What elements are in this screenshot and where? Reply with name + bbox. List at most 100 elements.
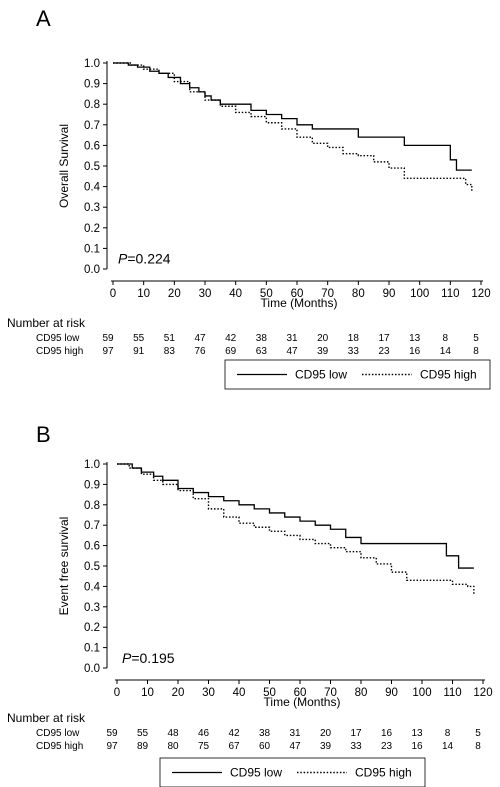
y-tick-label: 0.6 [84,541,100,553]
y-tick-label: 1.0 [84,459,100,471]
risk-value: 39 [320,741,332,752]
risk-value: 83 [164,346,176,357]
risk-value: 23 [378,346,390,357]
y-tick-label: 0.2 [84,223,100,235]
x-tick-label: 30 [199,288,212,300]
x-tick-label: 120 [471,288,490,300]
x-tick-label: 90 [385,687,398,699]
y-tick-label: 0.0 [84,663,100,675]
panel-a: A 0.0 0.1 0.2 0.3 0.4 0.5 0.6 0.7 0.8 0.9 1.0 0 10 20 3… [7,6,491,390]
risk-value: 20 [320,728,332,739]
km-curve-cd95-high [117,463,475,595]
panel-letter: A [36,6,51,31]
y-tick-label: 0.5 [84,561,100,573]
risk-value: 38 [259,728,271,739]
x-tick-label: 50 [260,288,273,300]
risk-value: 13 [411,728,423,739]
risk-value: 14 [440,346,452,357]
y-tick-label: 0.1 [84,243,100,255]
y-tick-label: 0.6 [84,140,100,152]
x-tick-label: 0 [114,687,120,699]
y-tick-label: 0.0 [84,264,100,276]
y-axis-title: Overall Survival [57,124,71,208]
x-tick-label: 100 [410,288,429,300]
risk-value: 89 [137,741,149,752]
km-curve-cd95-low [113,62,472,171]
risk-value: 55 [133,333,145,344]
y-tick-label: 0.8 [84,500,100,512]
risk-value: 16 [409,346,421,357]
legend-label: CD95 low [295,368,347,382]
y-tick-label: 0.5 [84,161,100,173]
y-tick-label: 1.0 [84,58,100,70]
risk-value: 33 [348,346,360,357]
risk-value: 69 [225,346,237,357]
x-tick-label: 20 [172,687,185,699]
legend: CD95 low CD95 high [159,757,426,787]
p-value-symbol: P [118,251,128,267]
legend: CD95 low CD95 high [224,359,491,390]
risk-value: 97 [106,741,118,752]
risk-value: 13 [409,333,421,344]
risk-value: 80 [167,741,179,752]
risk-row-label: CD95 low [36,728,80,739]
risk-value: 91 [133,346,145,357]
risk-value: 46 [198,728,210,739]
x-tick-label: 100 [412,687,431,699]
risk-value: 18 [348,333,360,344]
risk-row-label: CD95 high [36,346,83,357]
risk-value: 17 [378,333,390,344]
risk-value: 67 [228,741,240,752]
risk-value: 42 [225,333,237,344]
risk-value: 31 [286,333,298,344]
x-tick-label: 70 [324,687,337,699]
risk-value: 20 [317,333,329,344]
y-tick-label: 0.9 [84,79,100,91]
risk-value: 5 [473,333,479,344]
x-axis-title: Time (Months) [264,695,341,709]
risk-value: 63 [256,346,268,357]
risk-value: 33 [350,741,362,752]
x-tick-label: 120 [473,687,492,699]
x-axis-title: Time (Months) [261,296,338,310]
risk-value: 42 [228,728,240,739]
p-value-number: =0.195 [131,650,174,666]
x-tick-label: 70 [321,288,334,300]
risk-value: 8 [473,346,479,357]
p-value-text: P=0.224 [118,251,171,267]
y-tick-label: 0.4 [84,182,101,194]
x-tick-label: 110 [441,288,459,300]
risk-value: 8 [475,741,481,752]
x-tick-label: 40 [229,288,242,300]
risk-value: 5 [475,728,481,739]
risk-value: 59 [102,333,114,344]
y-tick-label: 0.8 [84,99,100,111]
x-tick-label: 80 [352,288,365,300]
x-tick-label: 50 [263,687,276,699]
x-tick-label: 10 [137,288,150,300]
risk-row-label: CD95 high [36,741,83,752]
risk-value: 60 [259,741,271,752]
risk-value: 51 [164,333,176,344]
legend-label: CD95 low [230,766,282,780]
x-tick-label: 10 [141,687,154,699]
risk-value: 47 [286,346,298,357]
y-tick-label: 0.9 [84,479,100,491]
y-tick-label: 0.1 [84,643,100,655]
risk-value: 17 [350,728,362,739]
y-tick-label: 0.7 [84,120,100,132]
risk-value: 8 [443,333,449,344]
risk-table-title: Number at risk [7,316,86,330]
risk-value: 55 [137,728,149,739]
risk-row-label: CD95 low [36,333,80,344]
risk-value: 48 [167,728,179,739]
x-tick-label: 110 [443,687,461,699]
risk-value: 31 [289,728,301,739]
x-tick-label: 60 [291,288,304,300]
risk-value: 16 [411,741,423,752]
risk-value: 76 [194,346,206,357]
p-value-number: =0.224 [127,251,170,267]
x-tick-label: 40 [233,687,246,699]
km-curve-cd95-high [113,62,473,191]
legend-label: CD95 high [355,766,412,780]
